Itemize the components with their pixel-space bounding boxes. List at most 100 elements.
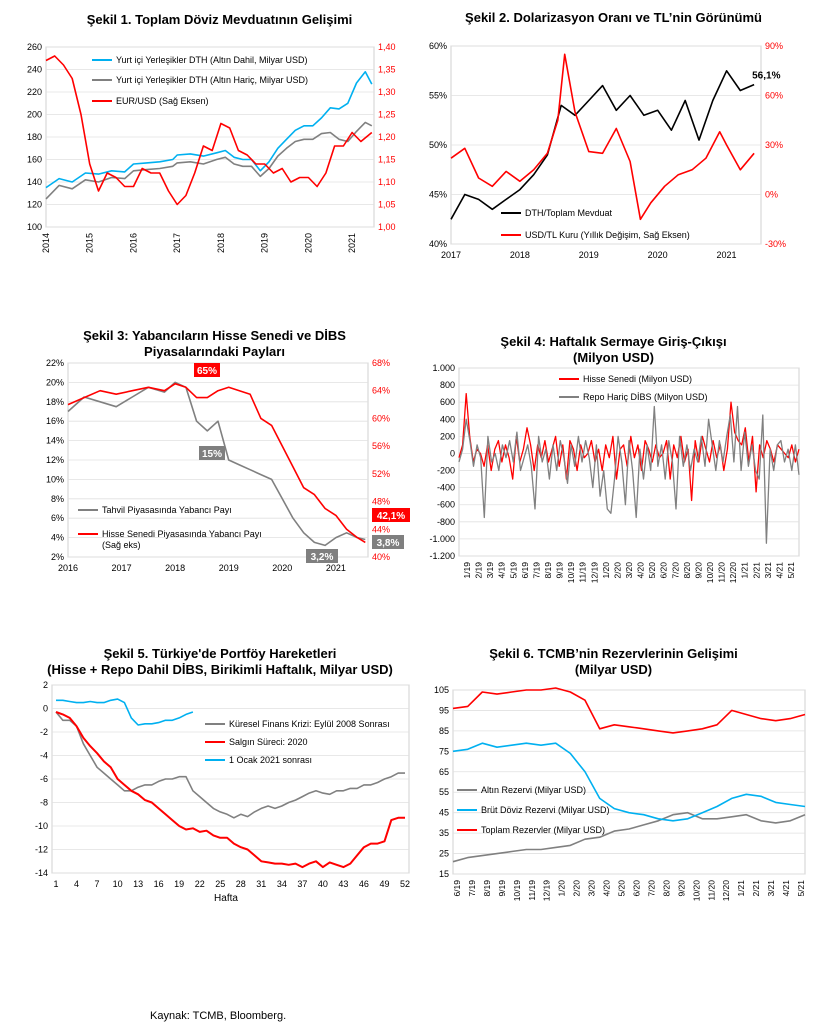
chart-3-y2tick-label: 48%	[372, 497, 390, 507]
chart-1-series-1-line	[45, 71, 373, 189]
chart-5-xtick-label: 28	[236, 879, 246, 889]
chart-6-xtick-label: 1/20	[557, 880, 567, 897]
chart-2-annotation: 56,1%	[752, 71, 780, 82]
chart-4-panel: Şekil 4: Haftalık Sermaye Giriş-Çıkışı (…	[409, 320, 818, 610]
chart-5-ytick-label: 2	[43, 680, 48, 690]
chart-4-xtick-label: 10/19	[566, 562, 576, 584]
chart-4-ytick-label: 0	[450, 448, 455, 458]
chart-6-xtick-label: 11/19	[527, 880, 537, 901]
chart-6-ytick-label: 45	[439, 808, 449, 818]
chart-5-ytick-label: -4	[40, 751, 48, 761]
chart-5-xtick-label: 31	[256, 879, 266, 889]
chart-6-series-3-legend-label: Toplam Rezervler (Milyar USD)	[481, 825, 605, 835]
chart-2-svg: 60% 55% 50% 45% 40% 90% 60% 30% 0% -30% 2017 2018 20…	[429, 41, 786, 260]
chart-4-title-line1: Şekil 4: Haftalık Sermaye Giriş-Çıkışı	[500, 334, 727, 349]
source-note: Kaynak: TCMB, Bloomberg.	[150, 1010, 287, 1022]
chart-5-title-line2: (Hisse + Repo Dahil DİBS, Birikimli Haft…	[47, 662, 393, 677]
chart-4-ytick-label: -200	[437, 466, 455, 476]
chart-1-series-right-1-legend-label: EUR/USD (Sağ Eksen)	[116, 96, 209, 106]
chart-6-xtick-label: 8/20	[661, 880, 671, 897]
chart-4-xtick-label: 9/19	[555, 562, 565, 579]
chart-2-xtick-label: 2020	[648, 250, 668, 260]
chart-4-xtick-label: 4/21	[774, 562, 784, 579]
chart-5-xtick-label: 4	[74, 879, 79, 889]
chart-3-badge-15-badge-label: 15%	[202, 449, 222, 460]
chart-4-ytick-label: -1.000	[429, 534, 455, 544]
chart-2-ytick-label: 40%	[429, 239, 447, 249]
chart-2-ytick-label: 60%	[429, 41, 447, 51]
chart-6-xtick-label: 9/20	[676, 880, 686, 897]
chart-5-ytick-label: -6	[40, 774, 48, 784]
chart-5-xtick-label: 49	[379, 879, 389, 889]
chart-1-y2tick-label: 1,00	[378, 222, 396, 232]
chart-1-xtick-label: 2014	[41, 233, 51, 253]
chart-1-ytick-label: 220	[27, 87, 42, 97]
chart-4-xtick-label: 2/20	[612, 562, 622, 579]
chart-4-series-1-legend-label: Hisse Senedi (Milyon USD)	[583, 374, 692, 384]
chart-3-y2tick-label: 52%	[372, 469, 390, 479]
chart-3-title-line2: Piyasalarındaki Payları	[144, 344, 285, 359]
chart-6-panel: Şekil 6. TCMB’nin Rezervlerinin Gelişimi…	[409, 640, 818, 930]
chart-1-ytick-label: 200	[27, 110, 42, 120]
chart-4-xtick-label: 8/20	[682, 562, 692, 579]
chart-3-svg: 22% 20% 18% 16% 14% 12% 10% 8% 6% 4% 2% 68% 64% 60% 56…	[46, 358, 410, 573]
chart-4-xtick-label: 1/20	[601, 562, 611, 579]
chart-6-ytick-label: 15	[439, 869, 449, 879]
chart-3-ytick-label: 8%	[51, 494, 64, 504]
chart-5-series-1-legend-label: Küresel Finans Krizi: Eylül 2008 Sonrası	[229, 719, 390, 729]
chart-3-xtick-label: 2020	[272, 563, 292, 573]
chart-3-series-right-1-legend-label: Hisse Senedi Piyasasında Yabancı Payı	[102, 529, 262, 539]
chart-5-series-3-legend-label: 1 Ocak 2021 sonrası	[229, 755, 312, 765]
chart-2-xtick-label: 2018	[510, 250, 530, 260]
chart-4-xtick-label: 3/19	[485, 562, 495, 579]
chart-4-xtick-label: 2/21	[751, 562, 761, 579]
chart-5-series-2-legend-label: Salgın Süreci: 2020	[229, 737, 308, 747]
chart-1-series-right-1-line	[45, 55, 373, 206]
chart-2-y2tick-label: 90%	[765, 41, 783, 51]
chart-1-title: Şekil 1. Toplam Döviz Mevduatının Gelişi…	[86, 12, 353, 27]
chart-6-xtick-label: 3/21	[766, 880, 776, 897]
chart-5-xlabel: Hafta	[214, 893, 238, 904]
chart-5-xtick-label: 25	[215, 879, 225, 889]
chart-5-panel: Şekil 5. Türkiye'de Portföy Hareketleri …	[0, 640, 420, 920]
chart-4-xtick-label: 3/20	[624, 562, 634, 579]
chart-3-y2tick-label: 56%	[372, 441, 390, 451]
chart-2-ytick-label: 55%	[429, 91, 447, 101]
chart-6-xtick-label: 7/19	[467, 880, 477, 897]
chart-6-ytick-label: 35	[439, 828, 449, 838]
chart-4-xtick-label: 7/20	[670, 562, 680, 579]
chart-3-xtick-label: 2019	[219, 563, 239, 573]
chart-5-series-1-line	[55, 711, 405, 819]
chart-4-xtick-label: 11/20	[717, 562, 727, 583]
chart-4-xtick-label: 1/21	[740, 562, 750, 579]
chart-2-ytick-label: 50%	[429, 140, 447, 150]
chart-4-xtick-label: 10/20	[705, 562, 715, 584]
chart-1-y2tick-label: 1,20	[378, 132, 396, 142]
chart-5-xtick-label: 37	[297, 879, 307, 889]
chart-6-xtick-label: 4/21	[781, 880, 791, 897]
chart-6-xtick-label: 12/20	[721, 880, 731, 902]
chart-1-ytick-label: 180	[27, 132, 42, 142]
chart-2-series-1-legend-label: DTH/Toplam Mevduat	[525, 208, 613, 218]
chart-5-ytick-label: -10	[35, 821, 48, 831]
chart-6-series-1-legend-label: Altın Rezervi (Milyar USD)	[481, 785, 586, 795]
chart-6-xtick-label: 2/21	[751, 880, 761, 897]
chart-1-ytick-label: 140	[27, 177, 42, 187]
chart-5-xtick-label: 1	[53, 879, 58, 889]
chart-1-series-2-line	[45, 121, 373, 200]
chart-6-ytick-label: 85	[439, 726, 449, 736]
chart-6-ytick-label: 75	[439, 746, 449, 756]
chart-4-xtick-label: 4/19	[497, 562, 507, 579]
chart-6-xtick-label: 1/21	[736, 880, 746, 897]
chart-4-ytick-label: -400	[437, 483, 455, 493]
chart-4-xtick-label: 12/19	[589, 562, 599, 584]
chart-6-series-3-line	[452, 687, 806, 734]
chart-5-ytick-label: 0	[43, 704, 48, 714]
chart-3-ytick-label: 18%	[46, 397, 64, 407]
chart-4-xtick-label: 9/20	[693, 562, 703, 579]
chart-1-y2tick-label: 1,40	[378, 42, 396, 52]
chart-3-series-1-line	[67, 381, 366, 547]
chart-3-badge-3-2-badge-label: 3,2%	[311, 552, 334, 563]
chart-6-frame	[452, 689, 806, 875]
chart-4-xtick-label: 1/19	[462, 562, 472, 579]
